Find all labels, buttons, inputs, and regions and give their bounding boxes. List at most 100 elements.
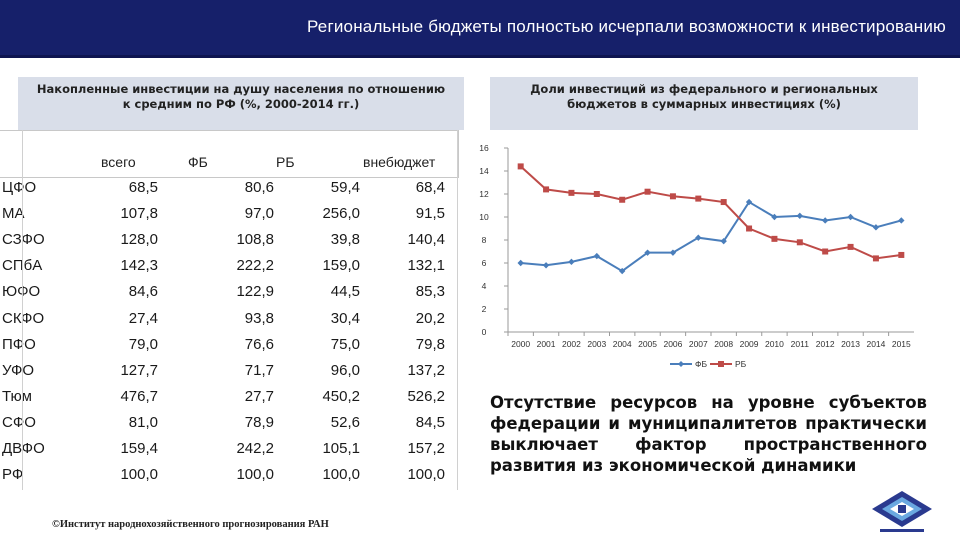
data-point-fb — [898, 217, 905, 224]
y-tick-label: 6 — [482, 258, 487, 268]
region-name: Тюм — [2, 387, 32, 405]
x-tick-label: 2007 — [689, 339, 708, 349]
region-name: ДВФО — [2, 440, 45, 457]
table-row: СКФО 27,4 93,8 30,4 20,2 — [0, 307, 458, 333]
table-cell: 76,6 — [244, 335, 274, 353]
table-cell: 140,4 — [407, 231, 445, 249]
data-point-rb — [872, 255, 879, 262]
table-cell: 84,6 — [128, 283, 158, 301]
table-cell: 68,5 — [128, 179, 158, 196]
x-tick-label: 2014 — [866, 339, 885, 349]
data-point-fb — [872, 224, 880, 231]
region-name: ЦФО — [2, 179, 37, 196]
table-caption: Накопленные инвестиции на душу населения… — [18, 77, 464, 130]
table-cell: 27,7 — [244, 387, 274, 405]
x-tick-label: 2006 — [663, 339, 682, 349]
table-cell: 96,0 — [330, 361, 360, 379]
region-name: ЮФО — [2, 283, 40, 300]
table-cell: 128,0 — [120, 231, 158, 249]
table-cell: 27,4 — [128, 309, 158, 327]
legend-label-rb: РБ — [735, 359, 747, 369]
region-name: ПФО — [2, 335, 36, 353]
region-name: МА — [2, 205, 25, 223]
table-cell: 75,0 — [330, 335, 360, 353]
footer-credit: ©Институт народнохозяйственного прогнози… — [52, 519, 329, 530]
table-cell: 20,2 — [415, 309, 445, 327]
table-cell: 100,0 — [407, 466, 445, 484]
table-caption-line1: Накопленные инвестиции на душу населения… — [36, 82, 446, 96]
data-point-rb — [746, 225, 753, 232]
table-cell: 159,0 — [322, 257, 360, 275]
region-name: СКФО — [2, 309, 45, 327]
table-cell: 30,4 — [330, 309, 360, 327]
table-cell: 132,1 — [407, 257, 445, 275]
table-row: ПФО 79,0 76,6 75,0 79,8 — [0, 333, 458, 359]
column-header-fb: ФБ — [188, 154, 208, 170]
y-tick-label: 10 — [479, 212, 489, 222]
legend-marker-fb — [678, 361, 684, 367]
table-row: МА 107,8 97,0 256,0 91,5 — [0, 202, 458, 228]
header-bar: Региональные бюджеты полностью исчерпали… — [0, 0, 960, 58]
x-tick-label: 2010 — [765, 339, 784, 349]
data-point-fb — [695, 234, 702, 241]
x-tick-label: 2011 — [791, 339, 810, 349]
x-tick-label: 2015 — [892, 339, 911, 349]
table-cell: 44,5 — [330, 283, 360, 301]
y-tick-label: 16 — [479, 143, 489, 153]
table-cell: 79,0 — [128, 335, 158, 353]
data-point-fb — [669, 249, 677, 256]
table-cell: 78,9 — [244, 413, 274, 431]
legend-label-fb: ФБ — [695, 359, 707, 369]
data-point-rb — [644, 188, 651, 195]
page-title: Региональные бюджеты полностью исчерпали… — [307, 17, 946, 36]
data-point-fb — [796, 212, 804, 220]
table-cell: 476,7 — [120, 387, 158, 405]
table-caption-line2: к средним по РФ (%, 2000-2014 гг.) — [122, 97, 360, 111]
table-cell: 93,8 — [244, 309, 274, 327]
table-header-frame — [0, 130, 459, 178]
data-point-fb — [593, 252, 601, 260]
y-tick-label: 2 — [482, 304, 487, 314]
table-cell: 59,4 — [330, 179, 360, 196]
data-point-rb — [619, 196, 626, 203]
chart-caption-line2: бюджетов в суммарных инвестициях (%) — [567, 97, 841, 111]
region-name: СЗФО — [2, 231, 45, 249]
data-point-fb — [771, 213, 778, 221]
table-cell: 71,7 — [244, 361, 274, 379]
table-row: РФ 100,0 100,0 100,0 100,0 — [0, 463, 458, 489]
legend-marker-rb — [718, 361, 724, 367]
table-cell: 450,2 — [322, 387, 360, 405]
data-point-fb — [745, 198, 753, 206]
region-name: РФ — [2, 466, 24, 484]
region-name: СФО — [2, 413, 36, 431]
x-tick-label: 2009 — [740, 339, 759, 349]
table-cell: 91,5 — [415, 205, 445, 223]
table-cell: 157,2 — [407, 440, 445, 457]
column-header-rb: РБ — [276, 154, 295, 170]
data-point-rb — [898, 251, 905, 258]
table-row: СФО 81,0 78,9 52,6 84,5 — [0, 411, 458, 437]
table-row: ЦФО 68,5 80,6 59,4 68,4 — [0, 176, 458, 202]
summary-text: Отсутствие ресурсов на уровне субъектов … — [490, 393, 927, 475]
table-cell: 142,3 — [120, 257, 158, 275]
table-cell: 85,3 — [415, 283, 445, 301]
chart-caption: Доли инвестиций из федерального и регион… — [490, 77, 918, 130]
data-point-fb — [517, 259, 524, 267]
x-tick-label: 2004 — [613, 339, 632, 349]
table-row: Тюм 476,7 27,7 450,2 526,2 — [0, 385, 458, 411]
table-cell: 97,0 — [244, 205, 274, 223]
data-point-rb — [847, 243, 854, 250]
table-cell: 80,6 — [244, 179, 274, 196]
column-header-extra: внебюджет — [363, 154, 436, 170]
x-tick-label: 2003 — [587, 339, 606, 349]
table-cell: 81,0 — [128, 413, 158, 431]
table-divider — [457, 130, 458, 490]
table-cell: 127,7 — [120, 361, 158, 379]
table-cell: 52,6 — [330, 413, 360, 431]
table-header: всего ФБ РБ внебюджет — [0, 130, 459, 178]
y-tick-label: 12 — [479, 189, 489, 199]
table-row: СЗФО 128,0 108,8 39,8 140,4 — [0, 228, 458, 254]
x-tick-label: 2008 — [714, 339, 733, 349]
table-row: ДВФО 159,4 242,2 105,1 157,2 — [0, 437, 458, 463]
